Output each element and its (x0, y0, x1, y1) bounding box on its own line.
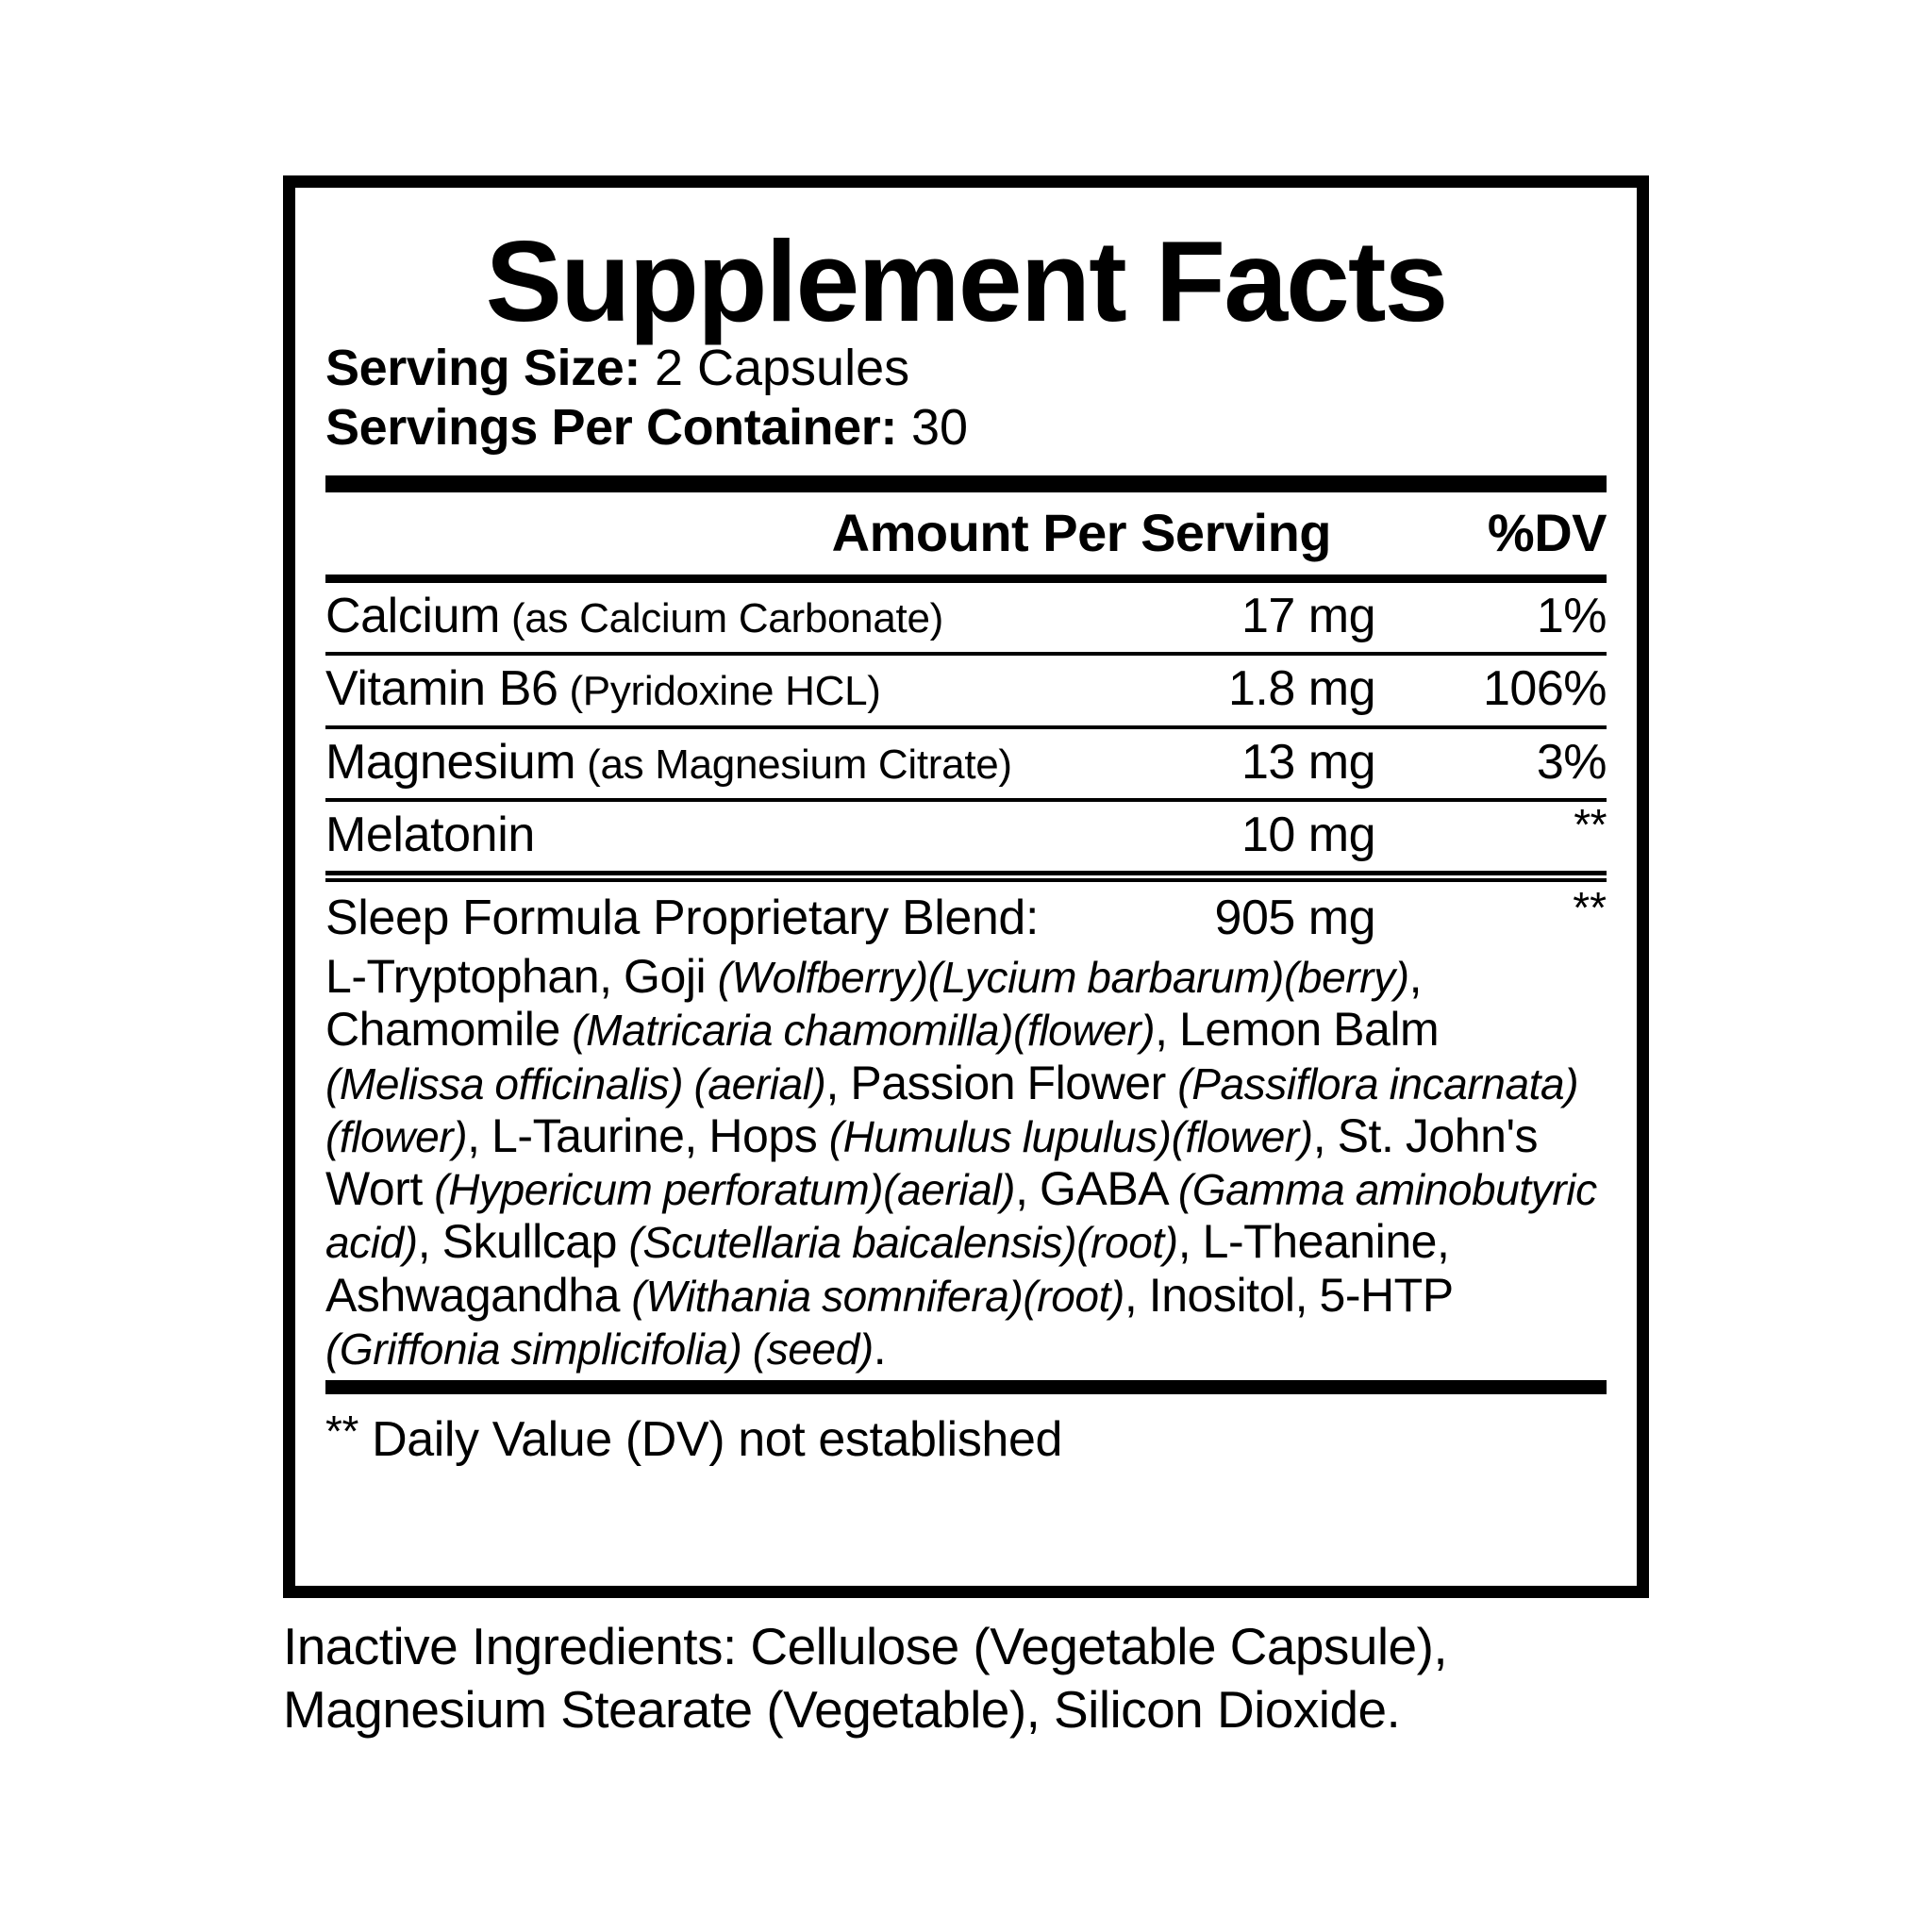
supplement-facts-panel: Supplement Facts Serving Size: 2 Capsule… (283, 175, 1649, 1598)
latin-name: (Withania somnifera)(root) (631, 1271, 1124, 1321)
nutrient-name: Magnesium (as Magnesium Citrate) (325, 734, 1012, 790)
ingredient-name: , Lemon Balm (1155, 1003, 1440, 1057)
servings-per-container-label: Servings Per Container: (325, 398, 897, 456)
latin-name: (Griffonia simplicifolia) (seed) (325, 1324, 874, 1374)
divider-above-header (325, 475, 1607, 493)
nutrient-rows: Calcium (as Calcium Carbonate) 17 mg 1% Vit… (316, 583, 1616, 871)
nutrient-source: (Pyridoxine HCL) (558, 668, 881, 715)
nutrient-source: (as Calcium Carbonate) (500, 595, 943, 642)
table-row: Melatonin 10 mg ** (316, 799, 1616, 871)
supplement-facts-inner: Supplement Facts Serving Size: 2 Capsule… (295, 224, 1637, 1622)
blend-dv: ** (1573, 883, 1607, 932)
ingredient-name: , L-Taurine, Hops (467, 1108, 829, 1162)
serving-size-line: Serving Size: 2 Capsules (325, 339, 1616, 398)
nutrient-source: (as Magnesium Citrate) (575, 741, 1012, 788)
ingredient-name: , Chamomile (325, 950, 1423, 1057)
ingredient-name: , GABA (1015, 1162, 1178, 1215)
table-row: Calcium (as Calcium Carbonate) 17 mg 1% (316, 583, 1616, 652)
latin-name: (Passiflora incarnata)(flower) (325, 1058, 1579, 1161)
table-row: Magnesium (as Magnesium Citrate) 13 mg 3% (316, 729, 1616, 798)
footnote-marker: ** (325, 1407, 359, 1456)
footnote: ** Daily Value (DV) not established (316, 1394, 1616, 1468)
divider-above-blend (325, 871, 1607, 882)
divider-above-footnote (325, 1380, 1607, 1394)
nutrient-dv: 3% (1536, 734, 1607, 790)
latin-name: (Scutellaria baicalensis)(root) (628, 1218, 1178, 1268)
latin-name: (Matricaria chamomilla)(flower) (572, 1006, 1156, 1056)
nutrient-dv: 106% (1483, 661, 1607, 717)
servings-per-container-line: Servings Per Container: 30 (325, 398, 1616, 458)
nutrient-name: Vitamin B6 (Pyridoxine HCL) (325, 661, 881, 717)
serving-size-label: Serving Size: (325, 340, 641, 396)
table-row: Vitamin B6 (Pyridoxine HCL) 1.8 mg 106% (316, 656, 1616, 724)
blend-amount: 905 mg (1214, 891, 1376, 945)
latin-name: (Hypericum perforatum)(aerial) (434, 1165, 1016, 1214)
latin-name: (Melissa officinalis) (aerial) (325, 1058, 826, 1108)
blend-name: Sleep Formula Proprietary Blend: (325, 891, 1040, 945)
nutrient-amount: 17 mg (1241, 589, 1376, 644)
ingredient-name: . (873, 1321, 887, 1374)
footnote-text: Daily Value (DV) not established (358, 1412, 1062, 1467)
table-header-row: Amount Per Serving %DV (316, 492, 1616, 575)
latin-name: (Humulus lupulus)(flower) (828, 1111, 1313, 1161)
page-title: Supplement Facts (485, 217, 1449, 345)
nutrient-amount: 13 mg (1241, 734, 1376, 790)
column-header-percent-dv: %DV (1487, 503, 1607, 563)
serving-size-value: 2 Capsules (654, 340, 910, 396)
nutrient-dv: 1% (1536, 589, 1607, 644)
blend-ingredients-text: L-Tryptophan, Goji (Wolfberry)(Lycium ba… (316, 948, 1616, 1374)
nutrient-amount: 1.8 mg (1228, 661, 1375, 717)
ingredient-name: , Inositol, 5-HTP (1124, 1268, 1453, 1322)
row-divider (325, 724, 1607, 729)
column-header-amount-per-serving: Amount Per Serving (831, 503, 1332, 563)
ingredient-name: , Skullcap (417, 1215, 629, 1269)
nutrient-name: Calcium (as Calcium Carbonate) (325, 589, 943, 644)
latin-name: (Wolfberry)(Lycium barbarum)(berry) (717, 953, 1409, 1002)
inactive-ingredients: Inactive Ingredients: Cellulose (Vegetab… (283, 1617, 1448, 1740)
ingredient-name: L-Tryptophan, Goji (325, 950, 718, 1003)
blend-header-row: Sleep Formula Proprietary Blend: 905 mg … (316, 882, 1616, 948)
latin-name: (Gamma aminobutyric acid) (325, 1165, 1597, 1268)
row-divider (325, 797, 1607, 802)
ingredient-name: , St. John's Wort (325, 1108, 1539, 1215)
row-divider (325, 652, 1607, 657)
nutrient-name: Melatonin (325, 807, 535, 862)
servings-per-container-value: 30 (911, 398, 969, 456)
ingredient-name: , L-Theanine, Ashwagandha (325, 1215, 1450, 1322)
divider-below-header (325, 575, 1607, 584)
nutrient-amount: 10 mg (1241, 807, 1376, 862)
nutrient-dv: ** (1574, 799, 1607, 849)
ingredient-name: , Passion Flower (825, 1056, 1178, 1109)
